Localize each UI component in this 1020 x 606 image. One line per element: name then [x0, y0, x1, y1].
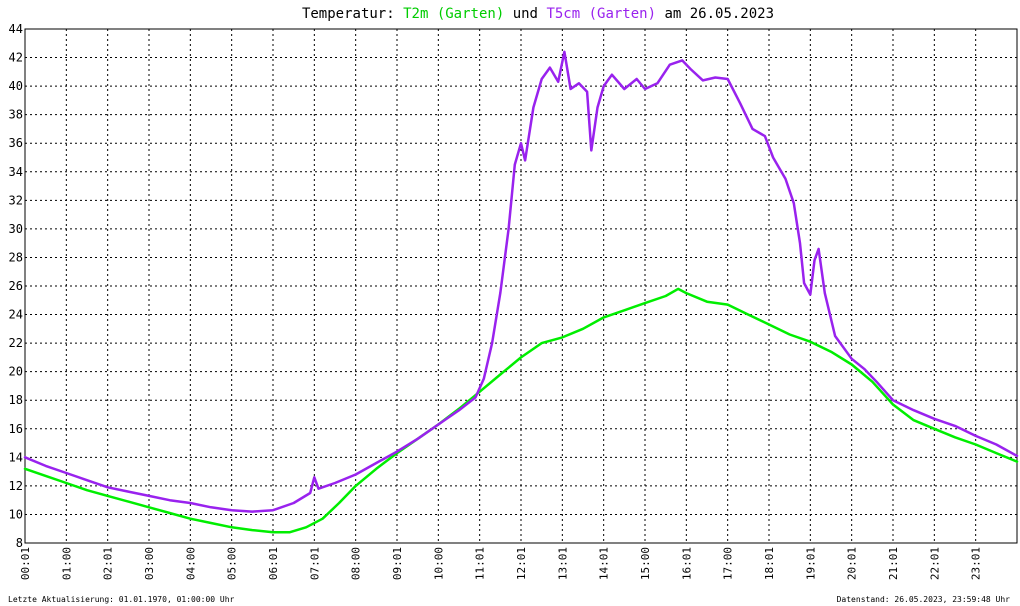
series-lines [23, 50, 1019, 534]
y-axis-ticks: 8 10 12 14 16 18 20 22 24 26 28 30 32 34 36 38 40 42 44 [9, 22, 23, 550]
y-tick-label: 24 [9, 308, 23, 322]
y-tick-label: 8 [16, 536, 23, 550]
plot-frame [24, 28, 1018, 544]
y-tick-label: 40 [9, 79, 23, 93]
x-tick-label: 06:01 [267, 547, 280, 580]
y-tick-label: 22 [9, 336, 23, 350]
title-connector: und [513, 6, 538, 22]
y-tick-label: 38 [9, 108, 23, 122]
x-tick-label: 07:01 [308, 547, 321, 580]
x-tick-label: 11:01 [474, 547, 487, 580]
x-tick-label: 00:01 [19, 547, 32, 580]
y-tick-label: 20 [9, 365, 23, 379]
y-tick-label: 12 [9, 479, 23, 493]
y-tick-label: 42 [9, 51, 23, 65]
title-prefix: Temperatur: [302, 6, 395, 22]
y-tick-label: 36 [9, 136, 23, 150]
y-tick-label: 28 [9, 250, 23, 264]
y-tick-label: 32 [9, 193, 23, 207]
x-axis-ticks: 00:01 01:00 02:01 03:00 04:00 05:00 06:01 07:01… [19, 547, 983, 580]
chart-title: Temperatur: T2m (Garten) und T5cm (Garte… [302, 6, 774, 22]
title-series-2: T5cm (Garten) [546, 6, 656, 22]
footer-data-status: Datenstand: 26.05.2023, 23:59:48 Uhr [837, 595, 1011, 604]
y-tick-label: 10 [9, 507, 23, 521]
y-tick-label: 44 [9, 22, 23, 36]
x-tick-label: 04:00 [184, 547, 197, 580]
x-tick-label: 15:00 [639, 547, 652, 580]
x-tick-label: 02:01 [102, 547, 115, 580]
series-line-t2m [23, 287, 1019, 534]
x-tick-label: 22:01 [928, 547, 941, 580]
x-tick-label: 16:01 [680, 547, 693, 580]
y-tick-label: 14 [9, 450, 23, 464]
series-line-t5cm [23, 50, 1019, 513]
x-tick-label: 12:01 [515, 547, 528, 580]
x-tick-label: 17:00 [722, 547, 735, 580]
title-suffix: am 26.05.2023 [664, 6, 774, 22]
y-tick-label: 16 [9, 422, 23, 436]
x-tick-label: 08:00 [350, 547, 363, 580]
x-tick-label: 05:00 [226, 547, 239, 580]
x-tick-label: 19:01 [804, 547, 817, 580]
x-tick-label: 03:00 [143, 547, 156, 580]
x-tick-label: 10:00 [432, 547, 445, 580]
x-tick-label: 18:01 [763, 547, 776, 580]
y-tick-label: 26 [9, 279, 23, 293]
y-tick-label: 18 [9, 393, 23, 407]
x-tick-label: 21:01 [887, 547, 900, 580]
y-tick-label: 30 [9, 222, 23, 236]
x-tick-label: 14:01 [598, 547, 611, 580]
x-tick-label: 13:01 [556, 547, 569, 580]
title-series-1: T2m (Garten) [403, 6, 504, 22]
x-tick-label: 09:01 [391, 547, 404, 580]
y-tick-label: 34 [9, 165, 23, 179]
footer-last-update: Letzte Aktualisierung: 01.01.1970, 01:00… [8, 595, 235, 604]
x-tick-label: 01:00 [60, 547, 73, 580]
x-tick-label: 20:01 [846, 547, 859, 580]
x-tick-label: 23:01 [970, 547, 983, 580]
